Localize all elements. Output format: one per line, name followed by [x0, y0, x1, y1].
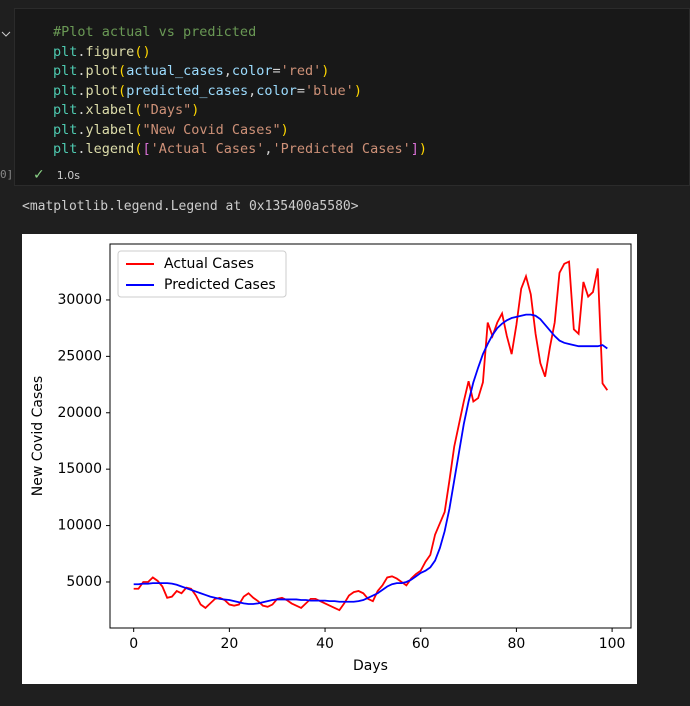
code-token: (	[134, 141, 143, 157]
code-token: .	[77, 63, 86, 79]
code-token: )	[321, 63, 330, 79]
code-token: xlabel	[85, 102, 135, 118]
code-token: legend	[85, 141, 135, 157]
code-token: "New Covid Cases"	[142, 121, 281, 138]
x-tick-label: 0	[129, 636, 138, 652]
code-token: .	[77, 102, 86, 118]
check-icon: ✓	[33, 167, 45, 183]
execution-label: 0]	[0, 168, 14, 181]
code-token: predicted_cases	[126, 82, 249, 99]
code-token: plt	[53, 141, 78, 157]
code-line: plt.legend(['Actual Cases','Predicted Ca…	[53, 140, 427, 160]
code-token: ,	[223, 63, 232, 79]
code-token: )	[280, 121, 289, 138]
legend-box	[117, 250, 287, 298]
y-axis-label: New Covid Cases	[30, 376, 46, 496]
code-token: ()	[134, 43, 151, 60]
code-token: [	[142, 141, 151, 157]
legend-label: Predicted Cases	[164, 277, 276, 293]
code-token: 'red'	[280, 63, 322, 79]
duration: 1.0s	[56, 169, 80, 182]
y-tick-label: 10000	[57, 518, 102, 534]
legend-label: Actual Cases	[164, 256, 254, 272]
code-token: plt	[53, 63, 78, 79]
code-token: (	[134, 102, 143, 118]
code-token: (	[118, 82, 127, 99]
code-token: (	[118, 63, 127, 79]
code-line: plt.plot(actual_cases,color='red')	[53, 62, 427, 82]
y-tick-label: 15000	[57, 461, 102, 477]
code-token: =	[272, 63, 281, 79]
output-text: <matplotlib.legend.Legend at 0x135400a55…	[22, 199, 359, 214]
status: ✓ 1.0s	[33, 167, 80, 183]
y-tick-label: 25000	[57, 348, 102, 364]
code-token: #Plot actual vs predicted	[53, 24, 257, 40]
x-axis-label: Days	[353, 658, 388, 674]
x-tick-label: 20	[220, 636, 238, 652]
data-line	[133, 313, 608, 605]
code-token: 'blue'	[305, 82, 354, 99]
code-token: )	[418, 141, 427, 157]
code-cell[interactable]: #Plot actual vs predicted plt.figure() plt…	[14, 8, 690, 186]
code-line: plt.plot(predicted_cases,color='blue')	[53, 82, 427, 102]
code-token: "Days"	[142, 102, 192, 118]
code-token: plot	[85, 82, 119, 99]
code-line: plt.ylabel("New Covid Cases")	[53, 121, 427, 141]
y-tick-label: 20000	[57, 405, 102, 421]
x-tick-label: 40	[316, 636, 334, 652]
y-tick-label: 30000	[57, 292, 102, 308]
code-token: )	[191, 102, 200, 118]
chart: 0 20 40 60 80 100 5000 10000 15000 20000 25000 3000…	[22, 234, 637, 684]
code-token: plot	[85, 63, 119, 79]
code-token: color	[256, 82, 297, 99]
plot-frame	[109, 243, 632, 629]
collapse-icon[interactable]	[0, 28, 12, 40]
code-token: ,	[264, 141, 273, 157]
code-token: 'Actual Cases'	[150, 141, 265, 157]
code-token: .	[77, 43, 86, 60]
code-token: actual_cases	[126, 63, 224, 79]
code-token: ylabel	[85, 121, 135, 138]
code-token: plt	[53, 121, 78, 138]
code-token: plt	[53, 43, 78, 60]
x-tick-label: 60	[412, 636, 430, 652]
x-tick-label: 80	[508, 636, 526, 652]
code-token: figure	[85, 43, 135, 60]
code: #Plot actual vs predicted plt.figure() plt…	[53, 23, 427, 160]
code-line: plt.xlabel("Days")	[53, 101, 427, 121]
code-token: 'Predicted Cases'	[272, 141, 411, 157]
code-line: #Plot actual vs predicted	[53, 23, 427, 43]
code-token: .	[77, 82, 86, 99]
data-line	[133, 260, 609, 612]
code-token: ]	[410, 141, 419, 157]
code-token: plt	[53, 102, 78, 118]
code-token: =	[296, 82, 306, 99]
code-token: ,	[248, 82, 257, 99]
code-line: plt.figure()	[53, 43, 427, 63]
x-tick-label: 100	[599, 636, 626, 652]
code-token: .	[77, 141, 86, 157]
code-token: .	[77, 121, 86, 138]
code-token: )	[353, 82, 362, 99]
code-token: (	[134, 121, 143, 138]
code-token: color	[231, 63, 273, 79]
code-token: plt	[53, 82, 78, 99]
y-tick-label: 5000	[66, 574, 102, 590]
